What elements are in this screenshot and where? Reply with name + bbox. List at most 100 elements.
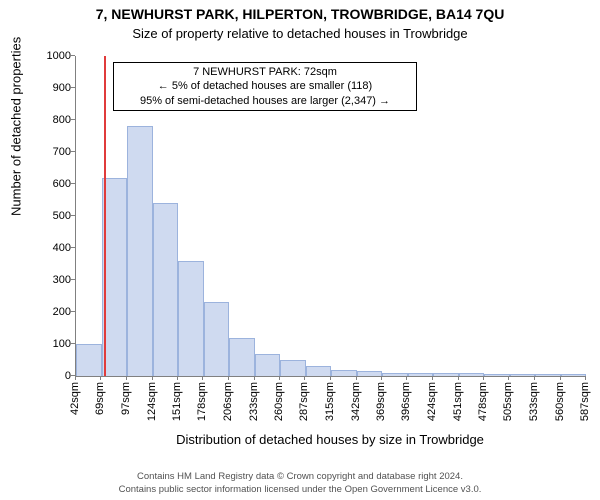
x-tick-mark bbox=[560, 376, 561, 380]
histogram-bar bbox=[433, 373, 459, 376]
y-tick-mark bbox=[71, 119, 75, 120]
histogram-bar bbox=[229, 338, 255, 376]
x-tick-label: 151sqm bbox=[171, 382, 183, 421]
histogram-bar bbox=[561, 374, 587, 376]
x-tick-label: 178sqm bbox=[196, 382, 208, 421]
y-axis-label: Number of detached properties bbox=[9, 37, 24, 216]
x-tick-mark bbox=[279, 376, 280, 380]
x-tick-label: 560sqm bbox=[554, 382, 566, 421]
histogram-bar bbox=[510, 374, 536, 376]
x-tick-label: 315sqm bbox=[324, 382, 336, 421]
gridline bbox=[76, 183, 586, 184]
histogram-bar bbox=[255, 354, 281, 376]
histogram-bar bbox=[408, 373, 434, 376]
chart-title-address: 7, NEWHURST PARK, HILPERTON, TROWBRIDGE,… bbox=[0, 6, 600, 22]
x-tick-mark bbox=[228, 376, 229, 380]
x-tick-mark bbox=[330, 376, 331, 380]
x-tick-label: 424sqm bbox=[426, 382, 438, 421]
x-tick-mark bbox=[152, 376, 153, 380]
annotation-line3: 95% of semi-detached houses are larger (… bbox=[120, 94, 410, 108]
y-tick-label: 100 bbox=[35, 338, 71, 350]
footer-line2: Contains public sector information licen… bbox=[0, 484, 600, 496]
histogram-bar bbox=[306, 366, 332, 376]
y-tick-label: 600 bbox=[35, 178, 71, 190]
x-tick-label: 287sqm bbox=[298, 382, 310, 421]
histogram-bar bbox=[280, 360, 306, 376]
y-tick-label: 200 bbox=[35, 306, 71, 318]
x-tick-mark bbox=[483, 376, 484, 380]
y-tick-label: 800 bbox=[35, 114, 71, 126]
histogram-bar bbox=[459, 373, 485, 376]
x-tick-label: 124sqm bbox=[146, 382, 158, 421]
y-tick-mark bbox=[71, 183, 75, 184]
x-tick-mark bbox=[126, 376, 127, 380]
x-tick-mark bbox=[356, 376, 357, 380]
y-tick-label: 700 bbox=[35, 146, 71, 158]
x-axis-ticks: 42sqm69sqm97sqm124sqm151sqm178sqm206sqm2… bbox=[75, 382, 585, 432]
x-axis-label: Distribution of detached houses by size … bbox=[75, 432, 585, 447]
x-tick-mark bbox=[585, 376, 586, 380]
y-axis-ticks: 01002003004005006007008009001000 bbox=[31, 56, 71, 376]
footer-line1: Contains HM Land Registry data © Crown c… bbox=[0, 471, 600, 483]
gridline bbox=[76, 151, 586, 152]
x-tick-label: 206sqm bbox=[222, 382, 234, 421]
histogram-bar bbox=[331, 370, 357, 376]
x-tick-mark bbox=[304, 376, 305, 380]
y-tick-label: 300 bbox=[35, 274, 71, 286]
x-tick-label: 451sqm bbox=[452, 382, 464, 421]
histogram-bar bbox=[204, 302, 230, 376]
y-tick-mark bbox=[71, 215, 75, 216]
gridline bbox=[76, 119, 586, 120]
chart-container: { "titles": { "line1": "7, NEWHURST PARK… bbox=[0, 0, 600, 500]
x-tick-mark bbox=[508, 376, 509, 380]
x-tick-label: 233sqm bbox=[248, 382, 260, 421]
x-tick-mark bbox=[381, 376, 382, 380]
x-tick-label: 505sqm bbox=[502, 382, 514, 421]
x-tick-label: 69sqm bbox=[94, 382, 106, 415]
marker-line bbox=[104, 56, 106, 376]
x-tick-mark bbox=[100, 376, 101, 380]
x-tick-mark bbox=[534, 376, 535, 380]
histogram-bar bbox=[178, 261, 204, 376]
y-tick-label: 500 bbox=[35, 210, 71, 222]
histogram-bar bbox=[357, 371, 383, 376]
x-tick-label: 369sqm bbox=[375, 382, 387, 421]
x-tick-mark bbox=[432, 376, 433, 380]
histogram-bar bbox=[535, 374, 561, 376]
x-tick-label: 396sqm bbox=[400, 382, 412, 421]
y-tick-mark bbox=[71, 343, 75, 344]
y-tick-mark bbox=[71, 151, 75, 152]
y-tick-mark bbox=[71, 279, 75, 280]
y-tick-label: 400 bbox=[35, 242, 71, 254]
x-tick-label: 533sqm bbox=[528, 382, 540, 421]
x-tick-mark bbox=[254, 376, 255, 380]
histogram-bar bbox=[153, 203, 179, 376]
footer-attribution: Contains HM Land Registry data © Crown c… bbox=[0, 471, 600, 496]
x-tick-label: 478sqm bbox=[477, 382, 489, 421]
x-tick-mark bbox=[406, 376, 407, 380]
gridline bbox=[76, 55, 586, 56]
annotation-line2: ← 5% of detached houses are smaller (118… bbox=[120, 79, 410, 93]
x-tick-label: 42sqm bbox=[69, 382, 81, 415]
histogram-bar bbox=[484, 374, 510, 376]
x-tick-mark bbox=[202, 376, 203, 380]
x-tick-label: 97sqm bbox=[120, 382, 132, 415]
annotation-box: 7 NEWHURST PARK: 72sqm ← 5% of detached … bbox=[113, 62, 417, 111]
x-tick-mark bbox=[458, 376, 459, 380]
histogram-bar bbox=[127, 126, 153, 376]
x-tick-label: 587sqm bbox=[579, 382, 591, 421]
y-tick-mark bbox=[71, 247, 75, 248]
y-tick-label: 0 bbox=[35, 370, 71, 382]
y-tick-mark bbox=[71, 87, 75, 88]
y-tick-label: 1000 bbox=[35, 50, 71, 62]
x-tick-label: 342sqm bbox=[350, 382, 362, 421]
x-tick-mark bbox=[75, 376, 76, 380]
x-tick-mark bbox=[177, 376, 178, 380]
annotation-line1: 7 NEWHURST PARK: 72sqm bbox=[120, 65, 410, 79]
x-tick-label: 260sqm bbox=[273, 382, 285, 421]
histogram-bar bbox=[76, 344, 102, 376]
y-tick-mark bbox=[71, 55, 75, 56]
y-tick-mark bbox=[71, 311, 75, 312]
y-tick-label: 900 bbox=[35, 82, 71, 94]
chart-subtitle: Size of property relative to detached ho… bbox=[0, 26, 600, 41]
